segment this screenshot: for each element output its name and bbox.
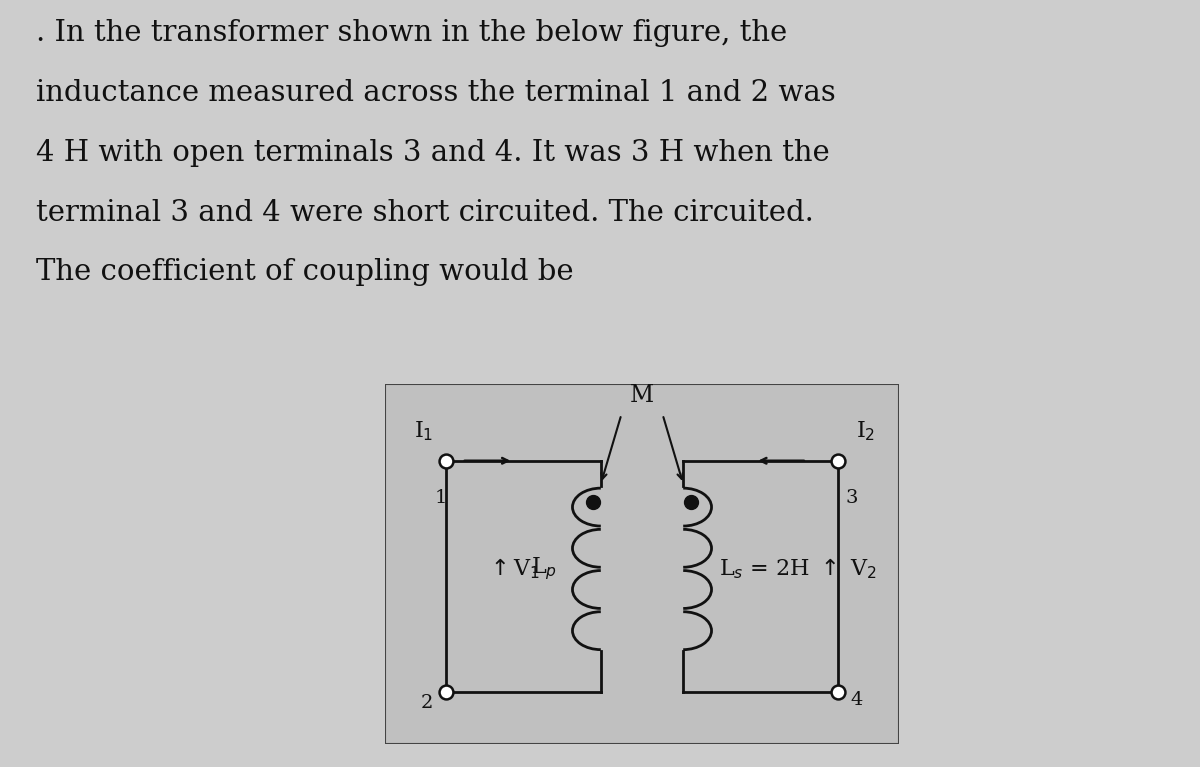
- Text: 3: 3: [846, 489, 858, 507]
- Text: L$_p$: L$_p$: [530, 555, 557, 582]
- Text: 1: 1: [434, 489, 448, 507]
- Text: 2: 2: [421, 694, 433, 712]
- Text: 4: 4: [851, 691, 863, 709]
- Text: $\uparrow$V$_1$: $\uparrow$V$_1$: [486, 557, 540, 581]
- Text: inductance measured across the terminal 1 and 2 was: inductance measured across the terminal …: [36, 79, 835, 107]
- Text: I$_1$: I$_1$: [414, 419, 433, 443]
- Text: 4 H with open terminals 3 and 4. It was 3 H when the: 4 H with open terminals 3 and 4. It was …: [36, 139, 829, 167]
- Text: terminal 3 and 4 were short circuited. The circuited.: terminal 3 and 4 were short circuited. T…: [36, 199, 814, 227]
- Text: I$_2$: I$_2$: [856, 419, 875, 443]
- Text: . In the transformer shown in the below figure, the: . In the transformer shown in the below …: [36, 19, 787, 48]
- Text: L$_s$ = 2H $\uparrow$ V$_2$: L$_s$ = 2H $\uparrow$ V$_2$: [719, 557, 877, 581]
- Text: The coefficient of coupling would be: The coefficient of coupling would be: [36, 258, 574, 287]
- Text: M: M: [630, 384, 654, 407]
